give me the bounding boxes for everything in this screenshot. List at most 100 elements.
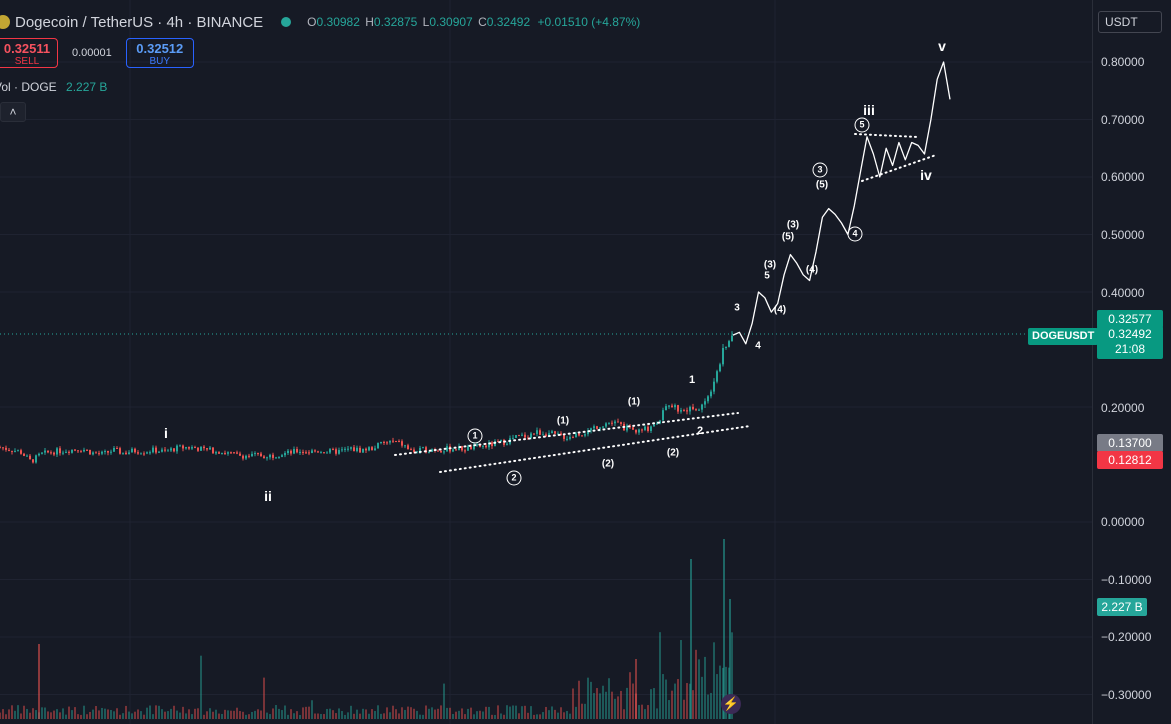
volume-bar — [275, 705, 277, 719]
volume-bar — [209, 708, 211, 719]
candle-body — [602, 426, 604, 428]
candle-body — [584, 434, 586, 436]
volume-bar — [395, 709, 397, 719]
wave-circle-1: 1 — [467, 428, 483, 444]
candle-body — [650, 426, 652, 431]
level-tag-red: 0.12812 — [1097, 451, 1163, 469]
volume-bar — [614, 698, 616, 719]
volume-bar — [515, 705, 517, 719]
volume-bar — [455, 711, 457, 719]
volume-bar — [191, 714, 193, 719]
candle-body — [431, 449, 433, 452]
volume-bar — [365, 709, 367, 719]
volume-bar — [314, 713, 316, 719]
volume-spike — [729, 599, 731, 719]
candle-body — [485, 445, 487, 448]
candle-body — [368, 447, 370, 451]
wave-label-iv: iv — [920, 167, 932, 183]
volume-bar — [50, 712, 52, 719]
volume-bar — [332, 710, 334, 719]
volume-bar — [137, 709, 139, 719]
low-value: 0.30907 — [429, 15, 473, 29]
candle-body — [119, 448, 121, 454]
chevron-up-icon[interactable]: ˄ — [0, 102, 26, 122]
volume-bar — [533, 714, 535, 719]
volume-bar — [305, 706, 307, 719]
candle-body — [113, 447, 115, 452]
volume-bar — [206, 711, 208, 719]
price-axis[interactable]: 0.80000 0.70000 0.60000 0.50000 0.40000 … — [1092, 0, 1171, 724]
candle-body — [536, 430, 538, 434]
volume-bar — [26, 708, 28, 719]
candle-body — [569, 437, 571, 439]
volume-bar — [368, 713, 370, 719]
volume-bar — [473, 714, 475, 719]
candle-body — [470, 446, 472, 450]
candle-body — [572, 437, 574, 439]
volume-bar — [377, 705, 379, 719]
low-label: L — [422, 15, 430, 29]
candle-body — [395, 440, 397, 442]
candle-body — [290, 450, 292, 454]
candle-body — [674, 405, 676, 408]
candle-body — [380, 441, 382, 444]
volume-bar — [11, 705, 13, 719]
volume-bar — [551, 706, 553, 719]
volume-bar — [476, 711, 478, 719]
wave-num-4: 4 — [755, 340, 761, 352]
volume-bar — [644, 709, 646, 719]
change-value: +0.01510 (+4.87%) — [537, 15, 641, 29]
price-chart[interactable] — [0, 0, 1092, 724]
volume-bar — [155, 705, 157, 719]
wave-num-1: 1 — [688, 374, 696, 386]
volume-legend[interactable]: Vol · DOGE 2.227 B — [0, 80, 107, 94]
currency-select[interactable]: USDT — [1098, 11, 1162, 33]
volume-bar — [119, 714, 121, 719]
chart-area[interactable]: i ii iii iv v 1 2 3 4 5 (1) (1) (2) (2) … — [0, 0, 1092, 724]
wave-paren-3a: (3) — [763, 259, 777, 271]
volume-bar — [428, 708, 430, 719]
volume-bar — [596, 688, 598, 719]
volume-bar — [266, 712, 268, 719]
candle-body — [146, 452, 148, 454]
candle-body — [107, 450, 109, 453]
wave-paren-5b: (5) — [815, 179, 829, 191]
symbol-title[interactable]: Dogecoin / TetherUS · 4h · BINANCE — [15, 13, 264, 31]
price-tick: −0.20000 — [1101, 630, 1152, 644]
sell-button[interactable]: 0.32511 SELL — [0, 38, 58, 68]
candle-body — [272, 454, 274, 458]
candle-body — [26, 455, 28, 457]
volume-bar — [665, 679, 667, 719]
volume-bar — [74, 707, 76, 719]
candle-body — [344, 448, 346, 450]
volume-bar — [422, 714, 424, 719]
candle-body — [506, 443, 508, 445]
candle-body — [704, 401, 706, 405]
volume-bar — [587, 677, 589, 719]
volume-bar — [662, 674, 664, 719]
candle-body — [281, 455, 283, 457]
volume-bar — [188, 709, 190, 719]
buy-button[interactable]: 0.32512 BUY — [125, 38, 194, 68]
candle-body — [293, 449, 295, 454]
wave-annotations — [394, 61, 951, 473]
volume-bar — [317, 713, 319, 719]
candle-body — [92, 452, 94, 455]
volume-bar — [491, 714, 493, 719]
volume-bar — [398, 713, 400, 719]
candle-body — [701, 404, 703, 410]
candle-body — [365, 448, 367, 451]
candle-body — [374, 448, 376, 450]
candle-body — [353, 447, 355, 452]
candle-body — [122, 452, 124, 454]
flash-icon[interactable]: ⚡ — [721, 694, 741, 714]
volume-bar — [362, 708, 364, 719]
candle-body — [83, 449, 85, 452]
candle-body — [599, 427, 601, 429]
volume-bar — [353, 713, 355, 719]
currency-select-value: USDT — [1105, 15, 1138, 29]
wave-paren-1b: (1) — [627, 396, 641, 408]
candle-body — [554, 431, 556, 434]
volume-bar — [149, 705, 151, 719]
volume-bar — [173, 705, 175, 719]
